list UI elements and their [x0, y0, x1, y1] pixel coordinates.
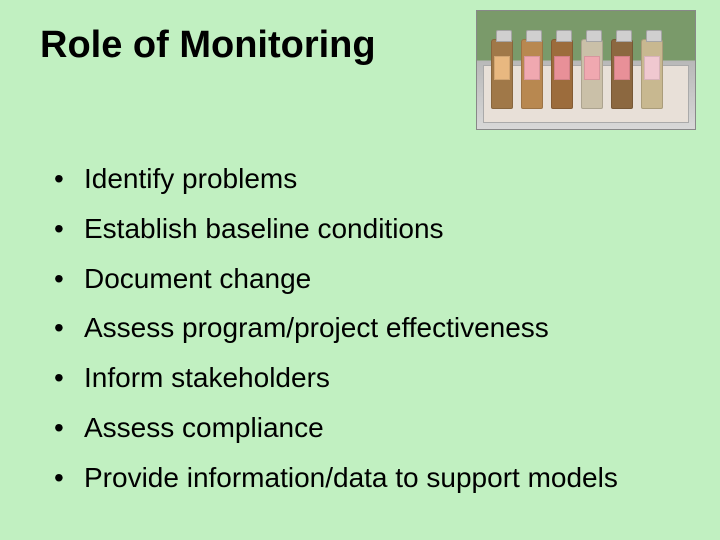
- sample-bottle: [491, 39, 513, 109]
- bottle-label: [494, 56, 510, 80]
- bullet-dot: •: [54, 359, 84, 397]
- list-item-text: Assess program/project effectiveness: [84, 309, 680, 347]
- bullet-dot: •: [54, 459, 84, 497]
- bullet-dot: •: [54, 409, 84, 447]
- bottle-label: [614, 56, 630, 80]
- list-item-text: Provide information/data to support mode…: [84, 459, 680, 497]
- list-item: •Identify problems: [54, 160, 680, 198]
- sample-bottle: [581, 39, 603, 109]
- bottle-row: [491, 39, 663, 109]
- bullet-dot: •: [54, 260, 84, 298]
- sample-bottle: [611, 39, 633, 109]
- list-item-text: Establish baseline conditions: [84, 210, 680, 248]
- list-item-text: Inform stakeholders: [84, 359, 680, 397]
- bullet-dot: •: [54, 309, 84, 347]
- sample-bottles-photo: [476, 10, 696, 130]
- list-item: •Provide information/data to support mod…: [54, 459, 680, 497]
- bullet-dot: •: [54, 160, 84, 198]
- sample-bottle: [521, 39, 543, 109]
- list-item: •Assess program/project effectiveness: [54, 309, 680, 347]
- slide-title: Role of Monitoring: [40, 24, 376, 67]
- list-item: •Document change: [54, 260, 680, 298]
- bullet-dot: •: [54, 210, 84, 248]
- list-item: •Assess compliance: [54, 409, 680, 447]
- sample-bottle: [551, 39, 573, 109]
- sample-bottle: [641, 39, 663, 109]
- list-item: •Inform stakeholders: [54, 359, 680, 397]
- list-item-text: Assess compliance: [84, 409, 680, 447]
- list-item-text: Document change: [84, 260, 680, 298]
- bottle-label: [554, 56, 570, 80]
- list-item-text: Identify problems: [84, 160, 680, 198]
- list-item: •Establish baseline conditions: [54, 210, 680, 248]
- bottle-label: [584, 56, 600, 80]
- bullet-list: •Identify problems•Establish baseline co…: [54, 160, 680, 509]
- bottle-label: [644, 56, 660, 80]
- bottle-label: [524, 56, 540, 80]
